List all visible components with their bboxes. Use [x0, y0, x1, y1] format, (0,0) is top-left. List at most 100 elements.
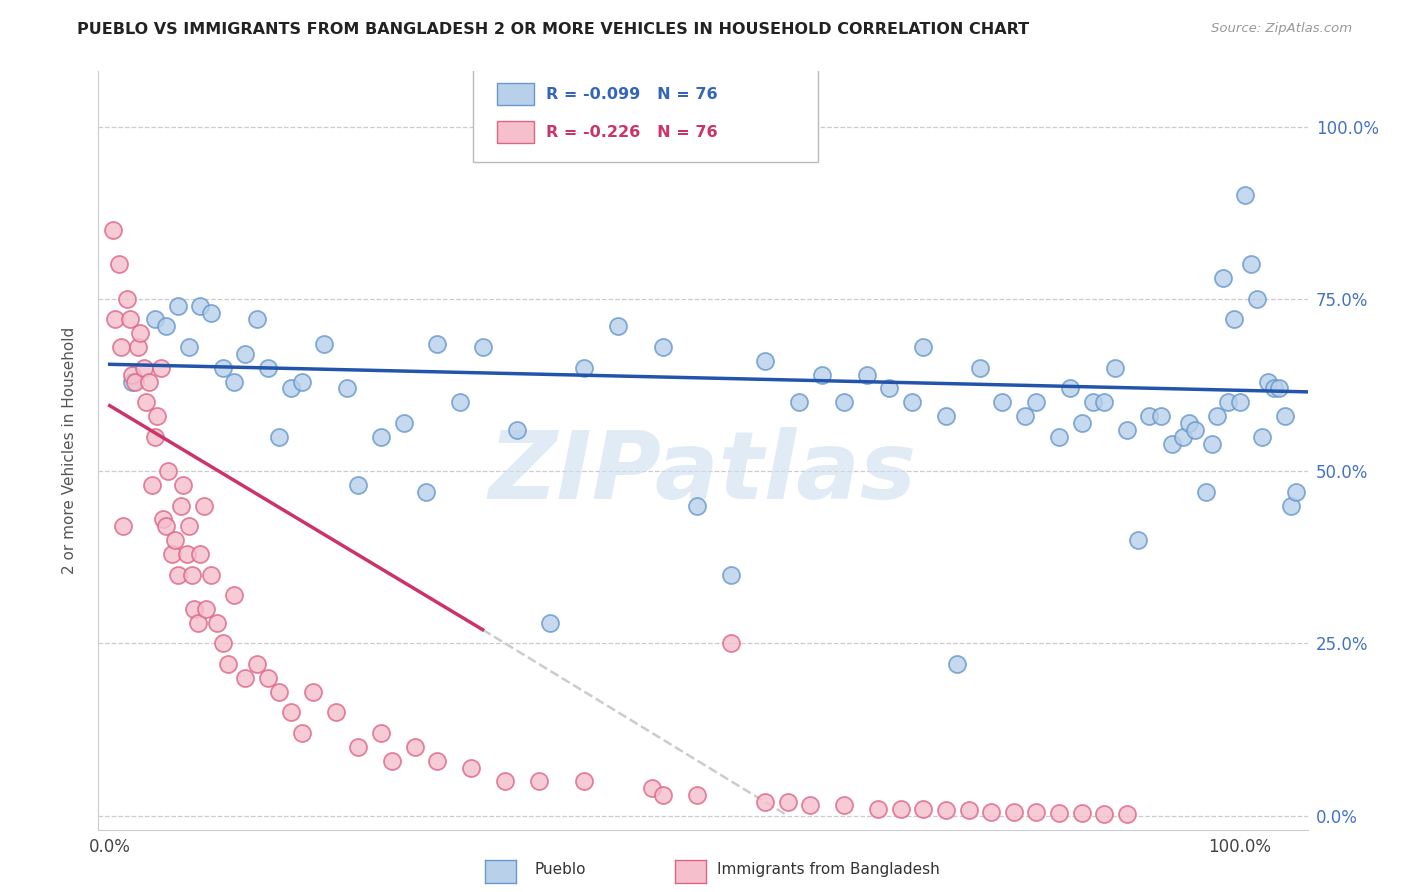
Point [1115, 423, 1137, 437]
Point [1246, 292, 1268, 306]
Point [211, 636, 233, 650]
Point [832, 798, 855, 813]
Point [957, 803, 980, 817]
Point [160, 547, 183, 561]
Point [754, 795, 776, 809]
Y-axis label: 2 or more Vehicles in Household: 2 or more Vehicles in Household [62, 326, 77, 574]
Point [127, 340, 149, 354]
Point [193, 499, 215, 513]
Point [246, 657, 269, 672]
Point [1268, 381, 1291, 395]
Point [1161, 436, 1184, 450]
Point [980, 805, 1002, 819]
Point [505, 423, 527, 437]
Text: R = -0.226   N = 76: R = -0.226 N = 76 [546, 125, 717, 139]
Point [166, 299, 188, 313]
Point [1092, 806, 1115, 821]
Point [935, 409, 957, 423]
Point [112, 519, 135, 533]
Point [121, 375, 143, 389]
Point [776, 795, 799, 809]
Point [141, 478, 163, 492]
Point [110, 340, 132, 354]
Point [104, 312, 127, 326]
Text: PUEBLO VS IMMIGRANTS FROM BANGLADESH 2 OR MORE VEHICLES IN HOUSEHOLD CORRELATION: PUEBLO VS IMMIGRANTS FROM BANGLADESH 2 O… [77, 22, 1029, 37]
Point [787, 395, 810, 409]
Point [132, 360, 155, 375]
Point [101, 223, 124, 237]
Point [1047, 430, 1070, 444]
Point [832, 395, 855, 409]
FancyBboxPatch shape [498, 83, 534, 105]
Point [280, 381, 302, 395]
Point [1014, 409, 1036, 423]
Text: Pueblo: Pueblo [534, 863, 586, 877]
Point [143, 430, 166, 444]
Point [370, 430, 392, 444]
Point [415, 484, 437, 499]
Point [1126, 533, 1149, 547]
Point [426, 754, 449, 768]
Point [754, 354, 776, 368]
Point [1218, 395, 1240, 409]
Point [135, 395, 157, 409]
Point [120, 312, 142, 326]
Point [200, 305, 222, 319]
Point [146, 409, 169, 423]
Point [1059, 381, 1081, 395]
Point [124, 375, 146, 389]
Point [291, 726, 314, 740]
Point [912, 802, 935, 816]
Point [890, 802, 912, 816]
Point [115, 292, 138, 306]
Point [291, 375, 314, 389]
Point [1104, 360, 1126, 375]
Point [1173, 430, 1195, 444]
Point [302, 684, 325, 698]
Point [1081, 395, 1104, 409]
Point [1229, 395, 1251, 409]
Point [991, 395, 1014, 409]
Point [1201, 436, 1223, 450]
Point [1092, 395, 1115, 409]
Point [170, 499, 193, 513]
Point [143, 312, 166, 326]
Point [1279, 499, 1302, 513]
Point [177, 519, 200, 533]
Point [720, 567, 742, 582]
Point [166, 567, 188, 582]
Point [246, 312, 269, 326]
Point [686, 499, 709, 513]
Point [879, 381, 901, 395]
Point [1257, 375, 1279, 389]
Point [799, 798, 821, 813]
Point [1274, 409, 1296, 423]
Point [1115, 807, 1137, 822]
Point [607, 319, 630, 334]
Point [1178, 416, 1201, 430]
Point [686, 788, 709, 802]
Point [381, 754, 404, 768]
Point [1184, 423, 1206, 437]
Point [183, 602, 205, 616]
Point [188, 547, 211, 561]
Point [574, 774, 596, 789]
Point [652, 340, 675, 354]
Point [165, 533, 187, 547]
Point [138, 375, 160, 389]
Point [325, 706, 347, 720]
Point [494, 774, 516, 789]
Point [856, 368, 879, 382]
Point [652, 788, 675, 802]
Point [336, 381, 359, 395]
Point [222, 588, 245, 602]
Point [969, 360, 991, 375]
Point [1002, 805, 1025, 820]
FancyBboxPatch shape [474, 68, 818, 162]
Point [257, 671, 280, 685]
Text: Immigrants from Bangladesh: Immigrants from Bangladesh [717, 863, 939, 877]
Point [269, 684, 291, 698]
Point [1212, 271, 1234, 285]
Point [149, 360, 172, 375]
Text: Source: ZipAtlas.com: Source: ZipAtlas.com [1212, 22, 1353, 36]
